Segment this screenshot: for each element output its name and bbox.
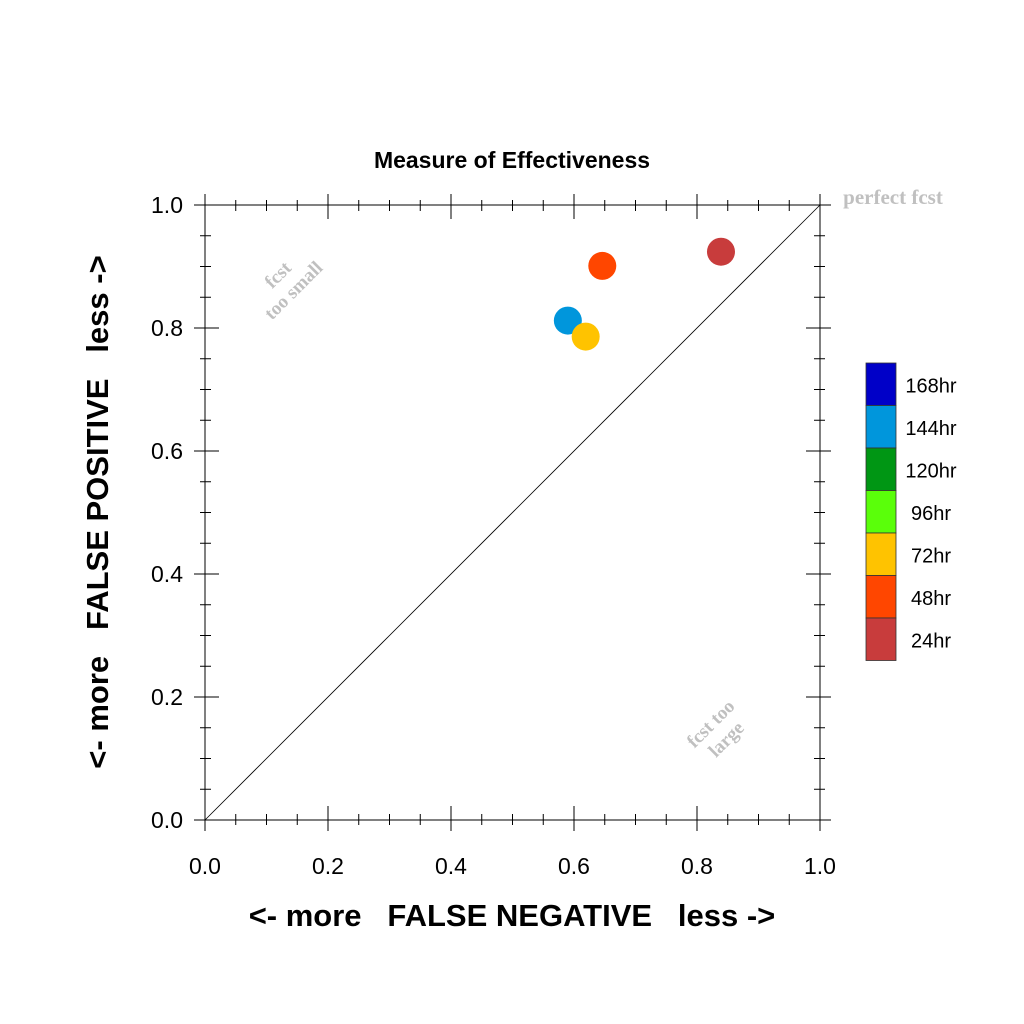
data-point-144hr [553, 306, 582, 335]
legend-label-144hr: 144hr [905, 418, 956, 440]
legend-swatch-168hr [865, 362, 897, 406]
y-tick-label: 0.0 [151, 807, 183, 833]
legend-label-168hr: 168hr [905, 375, 956, 397]
x-tick-label: 0.6 [558, 853, 590, 879]
y-axis-label: <- more FALSE POSITIVE less -> [80, 255, 115, 768]
legend-label-72hr: 72hr [911, 545, 951, 567]
legend-swatch-144hr [865, 405, 897, 449]
x-tick-label: 0.2 [312, 853, 344, 879]
legend-label-48hr: 48hr [911, 588, 951, 610]
x-tick-label: 0.4 [435, 853, 467, 879]
data-point-24hr [706, 237, 735, 266]
legend-swatch-24hr [865, 617, 897, 661]
legend-swatch-72hr [865, 532, 897, 576]
plot-area: 0.0 0.2 0.4 0.6 0.8 1.0 0.0 0.2 0.4 0.6 0.8 1.0 [151, 192, 836, 879]
x-tick-label: 1.0 [804, 853, 836, 879]
legend: 168hr 144hr 120hr 96hr 72hr 48hr 24hr [865, 362, 957, 661]
chart-title: Measure of Effectiveness [374, 147, 650, 173]
perfect-forecast-diagonal [204, 204, 821, 821]
annotation-fcst-too-large: fcst too large [683, 696, 749, 762]
annotation-perfect-fcst: perfect fcst [843, 185, 943, 209]
x-axis-label: <- more FALSE NEGATIVE less -> [249, 898, 776, 933]
legend-swatch-96hr [865, 490, 897, 534]
y-tick-label: 0.4 [151, 561, 183, 587]
legend-label-96hr: 96hr [911, 503, 951, 525]
legend-swatch-120hr [865, 447, 897, 491]
x-tick-label: 0.0 [189, 853, 221, 879]
legend-label-24hr: 24hr [911, 630, 951, 652]
x-tick-label: 0.8 [681, 853, 713, 879]
y-tick-label: 0.8 [151, 315, 183, 341]
y-tick-label: 0.6 [151, 438, 183, 464]
data-point-72hr [571, 322, 600, 351]
annotation-fcst-too-small: fcst too small [261, 257, 328, 324]
y-tick-label: 0.2 [151, 684, 183, 710]
data-point-48hr [588, 251, 617, 280]
legend-swatch-48hr [865, 575, 897, 619]
legend-label-120hr: 120hr [905, 460, 956, 482]
y-tick-label: 1.0 [151, 192, 183, 218]
